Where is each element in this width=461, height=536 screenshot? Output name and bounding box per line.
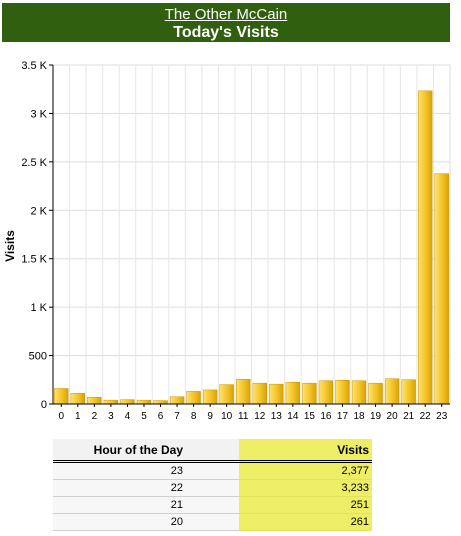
x-tick-label: 6 [158,411,164,422]
bar [401,379,416,405]
x-tick-label: 14 [287,411,299,422]
bar [70,393,86,405]
table-row: 23 2,377 [53,461,372,480]
x-tick-label: 7 [174,411,180,422]
bar [202,389,218,405]
chart-grid [52,64,451,405]
chart-header: The Other McCain Today's Visits [2,3,450,42]
bar [186,391,201,405]
x-tick-label: 23 [436,411,448,422]
x-tick-label: 18 [353,411,365,422]
x-tick-label: 2 [92,411,98,422]
table-cell-visits: 2,377 [239,461,372,480]
x-tick-label: 0 [58,411,64,422]
bar [169,396,185,405]
y-axis-label: Visits [3,230,17,262]
x-tick-label: 15 [304,411,316,422]
bar [417,90,433,405]
x-tick-label: 4 [125,411,131,422]
hourly-visits-table: Hour of the Day Visits 23 2,377 22 3,233… [53,439,372,531]
table-cell-hour: 21 [53,496,239,514]
y-tick-label: 500 [29,351,47,363]
y-tick-label: 1.5 K [21,254,47,266]
hour-column-header[interactable]: Hour of the Day [53,439,239,463]
table-header-row: Hour of the Day Visits [53,439,372,463]
x-tick-label: 1 [75,411,81,422]
x-tick-label: 10 [221,411,233,422]
table-row: 21 251 [53,496,372,514]
x-tick-label: 9 [207,411,213,422]
y-tick-label: 3.5 K [21,60,47,72]
bar [54,388,69,405]
bar [103,399,119,405]
x-tick-label: 20 [387,411,399,422]
x-tick-label: 8 [191,411,197,422]
bar [136,399,152,405]
bar [434,173,449,405]
table-cell-visits: 3,233 [239,479,372,497]
y-tick-label: 3 K [30,108,47,120]
bar [285,381,301,405]
bar [302,382,317,405]
y-tick-label: 2 K [30,205,47,217]
y-tick-label: 1 K [30,302,47,314]
x-tick-label: 17 [337,411,349,422]
x-tick-label: 13 [271,411,283,422]
bar [368,382,383,405]
bar [219,384,234,405]
visits-column-header[interactable]: Visits [239,439,372,463]
x-tick-label: 12 [254,411,266,422]
x-tick-label: 22 [420,411,432,422]
bar [87,396,102,405]
table-cell-hour: 23 [53,461,239,480]
bar [236,379,251,405]
bar [252,382,267,405]
bar [318,380,334,405]
table-row: 22 3,233 [53,479,372,497]
table-row: 20 261 [53,513,372,531]
y-tick-label: 2.5 K [21,157,47,169]
y-tick-label: 0 [41,399,47,411]
site-name-link[interactable]: The Other McCain [164,6,288,23]
bar [335,380,350,405]
bar [153,400,168,405]
x-tick-label: 5 [141,411,147,422]
table-cell-hour: 20 [53,513,239,531]
x-tick-label: 21 [403,411,415,422]
x-tick-label: 16 [320,411,332,422]
bar [269,383,284,405]
table-cell-hour: 22 [53,479,239,497]
table-cell-visits: 251 [239,496,372,514]
x-tick-label: 19 [370,411,382,422]
chart-title: Today's Visits [173,24,279,41]
x-tick-label: 3 [108,411,114,422]
table-cell-visits: 261 [239,513,372,531]
bar [384,378,400,405]
bar [120,399,135,405]
bar [351,380,367,405]
x-tick-label: 11 [238,411,249,422]
